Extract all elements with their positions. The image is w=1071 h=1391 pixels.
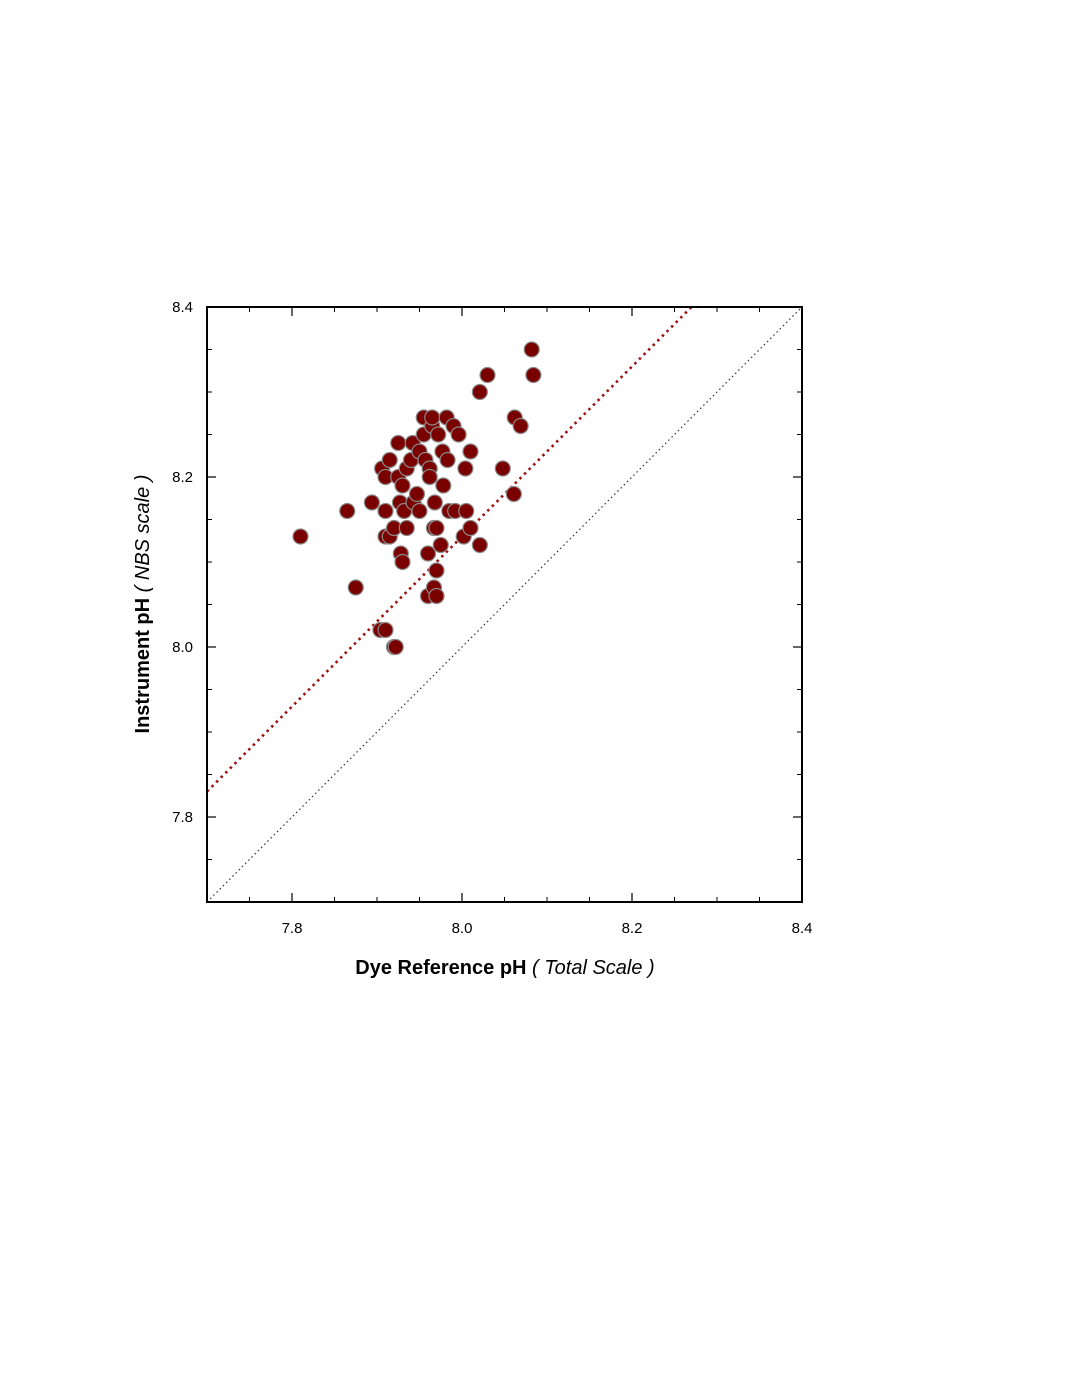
- point: [408, 485, 426, 503]
- point: [381, 451, 398, 469]
- point: [523, 341, 540, 358]
- point: [390, 434, 407, 452]
- point: [505, 485, 522, 503]
- y-tick-label: 8.4: [172, 299, 193, 316]
- x-axis-label-scale: ( Total Scale ): [532, 957, 655, 979]
- point: [428, 587, 445, 605]
- point: [426, 494, 443, 511]
- point: [419, 545, 437, 562]
- plot-frame: [206, 306, 803, 903]
- point: [432, 536, 449, 554]
- point: [339, 502, 356, 520]
- point: [430, 426, 447, 443]
- y-tick-label: 7.8: [172, 809, 193, 826]
- point: [394, 553, 411, 571]
- point: [450, 426, 467, 443]
- point: [471, 383, 488, 401]
- point: [494, 460, 511, 477]
- y-tick-label: 8.0: [172, 639, 193, 656]
- point: [428, 519, 445, 537]
- point: [462, 519, 479, 537]
- y-axis-label: Instrument pH ( NBS scale ): [132, 475, 154, 734]
- x-tick-label: 8.4: [792, 920, 813, 937]
- point: [387, 638, 404, 656]
- x-axis-label-main: Dye Reference pH: [355, 957, 526, 979]
- point: [462, 443, 479, 460]
- x-axis-label: Dye Reference pH ( Total Scale ): [355, 957, 654, 979]
- point: [457, 460, 474, 477]
- point: [424, 409, 441, 426]
- reference-line: [207, 307, 802, 902]
- point: [512, 417, 529, 435]
- point: [439, 451, 456, 469]
- y-axis-label-scale: ( NBS scale ): [132, 475, 154, 593]
- reference-line: [207, 307, 694, 793]
- point: [347, 579, 364, 596]
- point: [292, 528, 309, 545]
- x-tick-label: 8.2: [622, 920, 643, 937]
- point: [435, 477, 452, 494]
- point: [411, 502, 428, 520]
- point: [525, 366, 542, 384]
- point: [394, 477, 411, 494]
- point: [377, 621, 394, 639]
- point: [479, 366, 496, 384]
- point: [377, 502, 394, 520]
- x-tick-label: 7.8: [282, 920, 303, 937]
- point: [421, 468, 438, 486]
- point: [458, 502, 475, 520]
- x-tick-label: 8.0: [452, 920, 473, 937]
- y-axis-label-main: Instrument pH: [132, 598, 154, 734]
- point: [363, 494, 380, 511]
- point: [428, 562, 445, 579]
- point: [471, 536, 488, 554]
- y-tick-label: 8.2: [172, 469, 193, 486]
- point: [398, 519, 415, 537]
